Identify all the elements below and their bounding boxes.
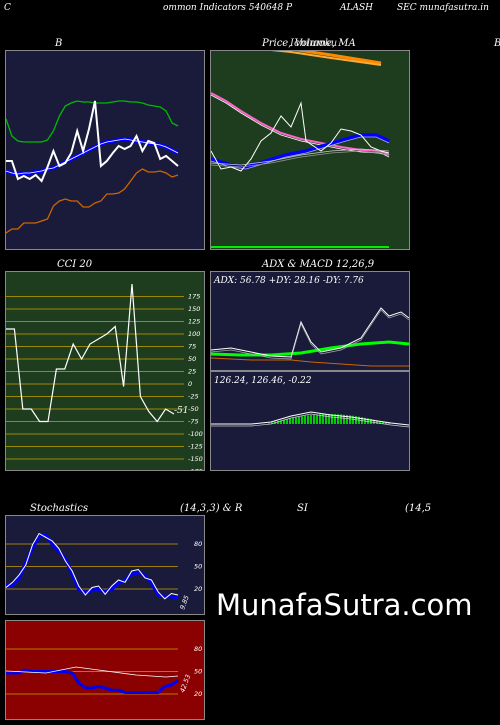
cci-tick-label: -25	[188, 393, 199, 401]
header-initial: C	[4, 3, 11, 13]
cci-tick-label: 25	[188, 368, 196, 376]
right-edge-title: B	[494, 38, 500, 49]
price-ma-white	[211, 94, 390, 158]
macd-signal-line	[211, 413, 409, 428]
stoch-title: Stochastics	[30, 503, 88, 514]
adx-values-label: ADX: 56.78 +DY: 28.16 -DY: 7.76	[213, 276, 364, 286]
rsi-tick-label: 20	[194, 690, 202, 698]
adx-title: ADX & MACD 12,26,9	[262, 259, 375, 270]
cci-tick-label: 100	[188, 330, 200, 338]
price-panel	[210, 50, 410, 250]
stoch-tick-label: 20	[194, 585, 202, 593]
macd-line	[211, 411, 409, 426]
rsi-tick-label: 80	[194, 645, 202, 653]
cci-tick-label: 50	[188, 355, 196, 363]
stoch-d-line	[6, 533, 179, 600]
cci-tick-label: -100	[188, 430, 203, 438]
cci-title: CCI 20	[57, 259, 93, 270]
price-chart	[211, 51, 390, 248]
cci-value-label: -51	[174, 406, 189, 416]
price-title: Price, Volume, MA	[262, 38, 356, 49]
bb-middle-line	[6, 136, 179, 177]
price-ma-pink	[211, 92, 390, 156]
price-overlay-title: Ichimoku	[290, 38, 338, 49]
cci-tick-label: -50	[188, 405, 199, 413]
adx-line	[211, 340, 409, 357]
cci-panel: 175 150 125 100 75 50 25 0 -25 -50 -75 -100 -125 -150…	[5, 271, 205, 471]
cci-tick-label: 150	[188, 305, 200, 313]
stoch-k-line	[6, 532, 179, 600]
stochastics-panel: 80 50 20 9.85	[5, 515, 205, 615]
cci-tick-label: 0	[188, 380, 192, 388]
cci-line	[6, 283, 175, 423]
watermark: MunafaSutra.com	[216, 588, 473, 622]
macd-panel: 126.24, 126.46, -0.22	[210, 371, 410, 471]
bb-lower-line	[6, 168, 179, 234]
cci-tick-label: 175	[188, 293, 200, 301]
bollinger-panel	[5, 50, 205, 250]
rsi-params: (14,5	[405, 503, 432, 514]
header-indicators: ommon Indicators 540648 P	[163, 3, 293, 13]
price-ma-blue-highlight	[211, 136, 390, 170]
cci-tick-label: -175	[188, 468, 203, 471]
stochastics-chart: 80 50 20 9.85	[6, 532, 202, 611]
bb-price-line	[6, 100, 179, 183]
price-close-line	[211, 101, 390, 172]
stoch-tick-label: 50	[194, 563, 202, 571]
price-ichimoku-2	[211, 150, 390, 168]
header-symbol: ALASH	[340, 3, 373, 13]
bb-upper-line	[6, 100, 179, 143]
rsi-line	[6, 668, 179, 694]
bollinger-chart	[6, 100, 179, 234]
bb-middle-highlight	[6, 138, 179, 175]
cci-tick-label: 75	[188, 343, 196, 351]
price-orange-band-2	[270, 51, 382, 66]
plus-di-line	[211, 307, 409, 358]
header-site: SEC munafasutra.in	[397, 3, 489, 13]
rsi-signal-line	[6, 666, 179, 678]
price-ma-blue	[211, 133, 390, 169]
rsi-title: SI	[297, 503, 308, 514]
rsi-panel: 80 50 20 42.53	[5, 620, 205, 720]
cci-tick-label: -150	[188, 455, 203, 463]
cci-tick-label: -125	[188, 443, 203, 451]
cci-tick-label: 125	[188, 318, 200, 326]
price-orange-band	[294, 51, 382, 65]
minus-di-line	[211, 357, 409, 367]
plus-di-shadow	[211, 309, 409, 360]
stoch-params: (14,3,3) & R	[180, 503, 243, 514]
adx-panel: ADX: 56.78 +DY: 28.16 -DY: 7.76	[210, 271, 410, 371]
macd-chart: 126.24, 126.46, -0.22	[211, 376, 409, 428]
price-ichimoku-1	[211, 148, 390, 166]
macd-values-label: 126.24, 126.46, -0.22	[214, 376, 312, 386]
rsi-value-label: 42.53	[178, 673, 192, 693]
stoch-tick-label: 80	[194, 540, 202, 548]
cci-tick-label: -75	[188, 418, 199, 426]
stoch-value-label: 9.85	[178, 594, 190, 610]
adx-chart: ADX: 56.78 +DY: 28.16 -DY: 7.76	[211, 276, 409, 367]
bb-title: B	[55, 38, 63, 49]
cci-chart: 175 150 125 100 75 50 25 0 -25 -50 -75 -100 -125 -150…	[6, 283, 203, 471]
rsi-tick-label: 50	[194, 668, 202, 676]
